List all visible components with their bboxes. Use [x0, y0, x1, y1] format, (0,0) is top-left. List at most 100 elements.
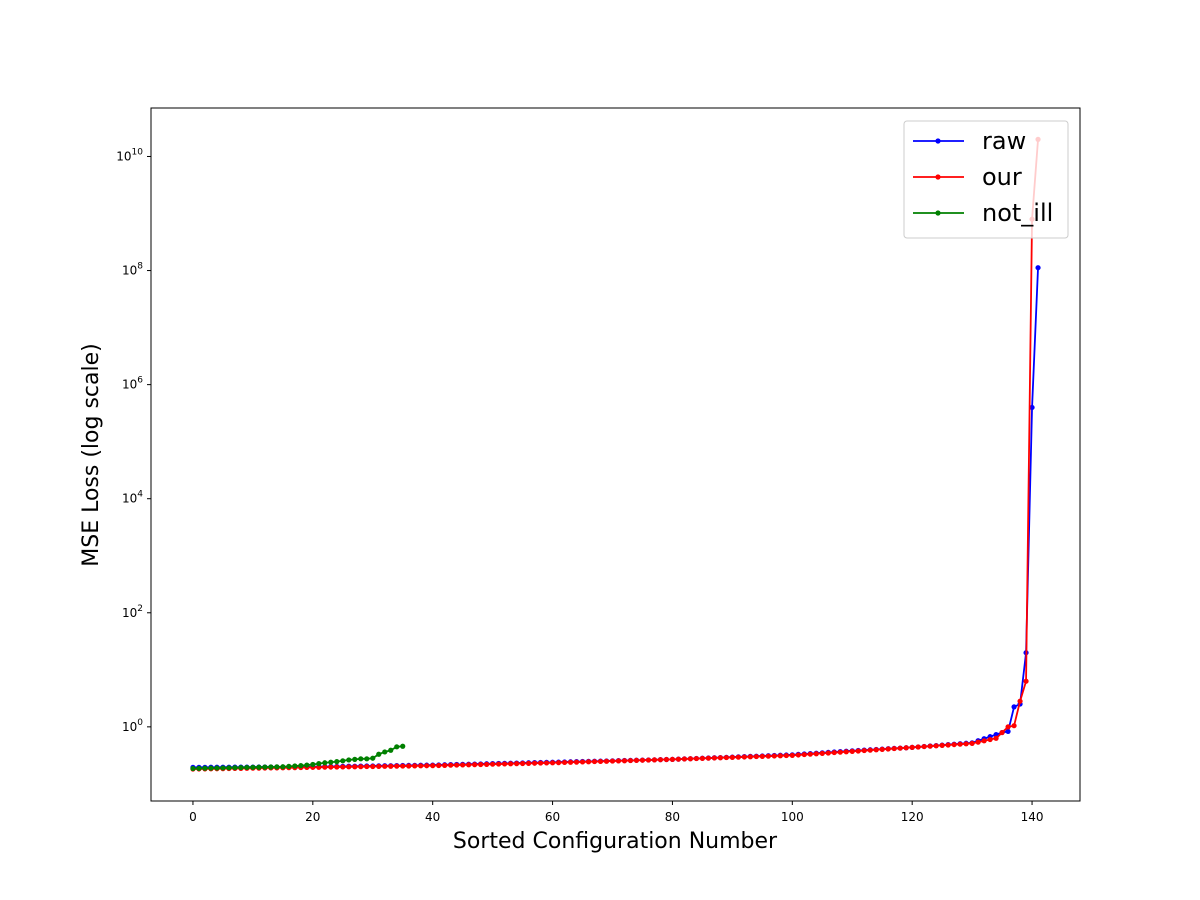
- y-tick-label: 100: [122, 718, 143, 734]
- data-point: [1017, 698, 1023, 704]
- data-point: [430, 763, 436, 769]
- data-point: [621, 758, 628, 764]
- legend-marker: [935, 138, 941, 144]
- data-point: [759, 753, 765, 759]
- data-point: [909, 744, 915, 750]
- data-point: [543, 760, 550, 766]
- data-point: [508, 761, 514, 767]
- data-point: [1029, 404, 1035, 411]
- data-point: [472, 762, 478, 768]
- data-point: [418, 763, 424, 769]
- data-point: [202, 765, 208, 771]
- data-point: [525, 760, 532, 766]
- data-point: [927, 743, 933, 749]
- data-point: [232, 765, 238, 771]
- data-point: [921, 743, 927, 750]
- data-point: [268, 764, 274, 770]
- data-point: [514, 761, 520, 767]
- data-point: [328, 759, 334, 765]
- data-point: [819, 750, 825, 756]
- data-point: [609, 758, 616, 764]
- data-point: [256, 764, 262, 770]
- data-point: [214, 765, 220, 771]
- data-point: [699, 755, 706, 761]
- x-axis-title: Sorted Configuration Number: [453, 829, 778, 854]
- data-point: [220, 765, 226, 771]
- data-point: [358, 764, 364, 770]
- data-point: [561, 759, 568, 766]
- data-point: [316, 761, 322, 767]
- data-point: [669, 756, 676, 762]
- data-point: [933, 743, 939, 749]
- data-point: [316, 764, 322, 770]
- data-point: [424, 763, 430, 769]
- data-point: [957, 741, 963, 747]
- data-point: [567, 759, 574, 765]
- data-point: [597, 758, 604, 765]
- data-point: [813, 751, 819, 757]
- data-point: [849, 748, 855, 754]
- data-point: [388, 763, 394, 769]
- data-point: [681, 756, 688, 762]
- data-point: [292, 763, 298, 769]
- x-tick-label: 20: [305, 810, 320, 824]
- data-point: [376, 763, 382, 770]
- data-point: [705, 755, 712, 761]
- data-point: [1005, 728, 1011, 735]
- data-point: [244, 764, 250, 771]
- data-point: [663, 756, 670, 763]
- data-point: [789, 752, 795, 758]
- data-point: [939, 742, 945, 748]
- data-point: [394, 744, 400, 750]
- data-point: [729, 754, 735, 760]
- data-point: [322, 764, 328, 770]
- y-tick-label: 108: [122, 262, 143, 278]
- y-tick-power: 10: [132, 147, 144, 157]
- data-point: [1011, 723, 1017, 729]
- data-point: [807, 751, 813, 757]
- data-point: [478, 761, 484, 768]
- x-tick-label: 40: [425, 810, 440, 824]
- series-line: [192, 139, 1039, 770]
- data-point: [747, 754, 753, 760]
- y-tick-label: 1010: [116, 147, 143, 163]
- y-tick-power: 2: [137, 604, 143, 614]
- data-point: [388, 747, 394, 753]
- data-point: [490, 761, 496, 767]
- legend-entry-not-ill: not_ill: [913, 199, 1053, 227]
- data-point: [310, 761, 316, 768]
- data-point: [454, 762, 460, 768]
- data-point: [280, 764, 286, 770]
- data-point: [555, 760, 562, 766]
- data-point: [352, 756, 358, 762]
- data-point: [1035, 265, 1041, 271]
- data-point: [837, 749, 843, 755]
- data-point: [1011, 704, 1017, 710]
- data-point: [286, 763, 292, 769]
- data-point: [801, 751, 807, 758]
- legend-marker: [935, 210, 941, 216]
- data-point: [442, 762, 448, 768]
- plot-frame: [150, 107, 1081, 802]
- data-point: [981, 738, 987, 744]
- data-point: [484, 761, 490, 767]
- data-point: [226, 765, 232, 771]
- series-not-ill: [190, 743, 406, 772]
- y-tick-base: 10: [116, 149, 131, 163]
- data-point: [466, 762, 472, 768]
- data-point: [945, 742, 951, 748]
- data-point: [412, 763, 418, 769]
- data-point: [795, 752, 801, 758]
- data-point: [765, 753, 771, 759]
- series-layer: [190, 136, 1041, 772]
- x-tick-label: 140: [1021, 810, 1044, 824]
- data-point: [400, 763, 406, 769]
- data-point: [502, 761, 508, 767]
- legend-label: raw: [982, 127, 1026, 155]
- y-tick-label: 106: [122, 376, 143, 392]
- data-point: [376, 751, 382, 757]
- data-point: [208, 765, 214, 771]
- data-point: [196, 765, 202, 771]
- data-point: [825, 750, 831, 756]
